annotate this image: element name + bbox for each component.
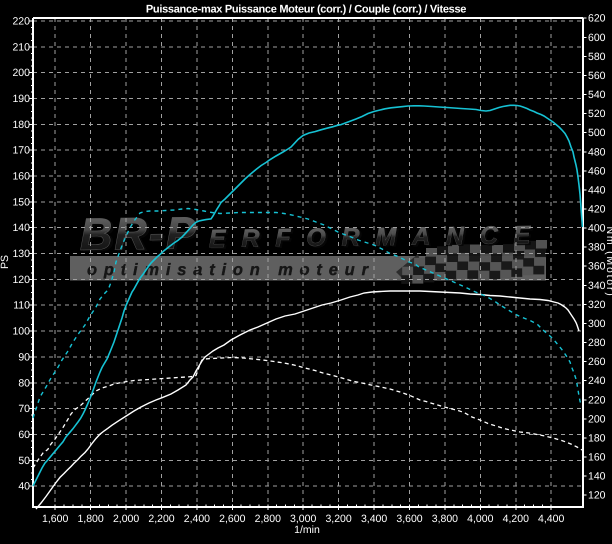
svg-text:2,400: 2,400	[184, 513, 210, 525]
svg-text:400: 400	[588, 223, 606, 235]
svg-text:420: 420	[588, 204, 606, 216]
svg-text:2,600: 2,600	[219, 513, 245, 525]
svg-text:500: 500	[588, 127, 606, 139]
svg-text:360: 360	[588, 261, 606, 273]
svg-text:220: 220	[588, 394, 606, 406]
svg-text:1,600: 1,600	[42, 513, 68, 525]
svg-text:50: 50	[18, 455, 30, 467]
svg-text:140: 140	[12, 222, 30, 234]
svg-text:180: 180	[588, 433, 606, 445]
svg-text:1,800: 1,800	[77, 513, 103, 525]
svg-text:2,000: 2,000	[113, 513, 139, 525]
svg-text:3,600: 3,600	[396, 513, 422, 525]
svg-text:40: 40	[18, 481, 30, 493]
svg-text:540: 540	[588, 89, 606, 101]
svg-text:520: 520	[588, 108, 606, 120]
svg-text:160: 160	[588, 452, 606, 464]
svg-text:340: 340	[588, 280, 606, 292]
svg-text:110: 110	[13, 300, 30, 312]
svg-text:1/min: 1/min	[294, 524, 320, 536]
svg-text:2,200: 2,200	[148, 513, 174, 525]
svg-text:120: 120	[588, 490, 606, 502]
svg-text:150: 150	[12, 196, 30, 208]
svg-text:460: 460	[588, 165, 606, 177]
svg-text:3,200: 3,200	[325, 513, 351, 525]
svg-text:620: 620	[588, 13, 606, 25]
svg-text:200: 200	[588, 413, 606, 425]
svg-text:280: 280	[588, 337, 606, 349]
svg-text:260: 260	[588, 356, 606, 368]
svg-text:560: 560	[588, 70, 606, 82]
svg-text:160: 160	[12, 171, 30, 183]
svg-text:BR-P: BR-P	[80, 207, 199, 259]
svg-text:70: 70	[18, 403, 30, 415]
svg-text:480: 480	[588, 146, 606, 158]
svg-text:4,400: 4,400	[538, 513, 564, 525]
svg-text:140: 140	[588, 471, 606, 483]
svg-text:ERFORMANCE: ERFORMANCE	[209, 221, 546, 253]
svg-text:200: 200	[12, 67, 30, 79]
svg-text:3,000: 3,000	[290, 513, 316, 525]
svg-text:80: 80	[18, 377, 30, 389]
svg-text:3,800: 3,800	[432, 513, 458, 525]
svg-text:60: 60	[18, 429, 30, 441]
svg-text:240: 240	[588, 375, 606, 387]
svg-text:440: 440	[588, 184, 606, 196]
svg-text:380: 380	[588, 242, 606, 254]
svg-text:120: 120	[12, 274, 30, 286]
svg-text:2,800: 2,800	[255, 513, 281, 525]
svg-text:4,000: 4,000	[467, 513, 493, 525]
svg-text:optimisation moteur: optimisation moteur	[87, 261, 375, 279]
svg-text:100: 100	[12, 326, 30, 338]
svg-text:Nm (Motor): Nm (Motor)	[604, 226, 612, 297]
svg-text:170: 170	[12, 145, 30, 157]
svg-text:130: 130	[12, 248, 30, 260]
svg-text:PS: PS	[0, 255, 11, 269]
svg-text:580: 580	[588, 51, 606, 63]
svg-text:300: 300	[588, 318, 606, 330]
svg-text:Puissance-max Puissance Moteur: Puissance-max Puissance Moteur (corr.) /…	[146, 4, 466, 16]
svg-text:600: 600	[588, 32, 606, 44]
svg-text:190: 190	[12, 93, 30, 105]
svg-text:4,200: 4,200	[503, 513, 529, 525]
svg-text:210: 210	[12, 41, 30, 53]
svg-text:3,400: 3,400	[361, 513, 387, 525]
svg-text:90: 90	[18, 351, 30, 363]
svg-text:180: 180	[12, 119, 30, 131]
svg-text:320: 320	[588, 299, 606, 311]
svg-text:BR-P: BR-P	[82, 209, 201, 261]
svg-text:220: 220	[12, 16, 30, 28]
